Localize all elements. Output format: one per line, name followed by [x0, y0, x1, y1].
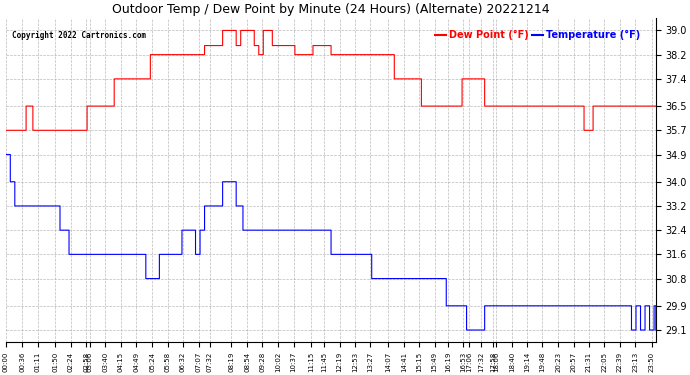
Text: Copyright 2022 Cartronics.com: Copyright 2022 Cartronics.com — [12, 31, 146, 40]
Title: Outdoor Temp / Dew Point by Minute (24 Hours) (Alternate) 20221214: Outdoor Temp / Dew Point by Minute (24 H… — [112, 3, 550, 16]
Legend: Dew Point (°F), Temperature (°F): Dew Point (°F), Temperature (°F) — [431, 26, 644, 44]
